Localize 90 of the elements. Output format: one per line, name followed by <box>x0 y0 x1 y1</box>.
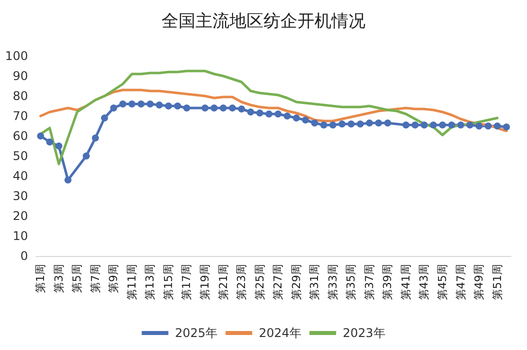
point <box>476 122 483 130</box>
y-tick-label: 60 <box>12 129 28 143</box>
point <box>494 122 501 130</box>
y-tick-label: 80 <box>12 89 28 103</box>
point <box>320 122 328 128</box>
point <box>274 110 282 118</box>
point <box>55 142 62 150</box>
point <box>128 100 136 108</box>
point <box>164 102 172 110</box>
y-tick-label: 0 <box>20 249 28 263</box>
x-tick-label: 第49周 <box>472 264 486 300</box>
y-tick-label: 50 <box>12 149 28 163</box>
point <box>356 120 364 128</box>
y-tick-label: 100 <box>5 49 28 63</box>
x-tick-label: 第15周 <box>162 264 175 300</box>
point <box>138 100 145 108</box>
point <box>119 100 126 108</box>
point <box>183 104 190 112</box>
point <box>265 110 272 118</box>
x-tick-label: 第25周 <box>253 264 266 300</box>
point <box>46 138 54 146</box>
point <box>82 152 90 160</box>
legend-label: 2023年 <box>342 326 386 340</box>
x-tick-label: 第29周 <box>290 264 303 300</box>
x-tick-label: 第47周 <box>454 264 468 300</box>
point <box>64 176 72 184</box>
x-tick-label: 第9周 <box>107 264 120 293</box>
x-tick-label: 第33周 <box>326 264 340 300</box>
point <box>37 132 44 140</box>
point <box>457 122 464 128</box>
point <box>484 122 492 130</box>
y-tick-label: 90 <box>12 69 28 83</box>
x-tick-label: 第39周 <box>381 264 394 300</box>
x-tick-label: 第5周 <box>70 264 84 293</box>
x-tick-label: 第27周 <box>272 264 285 300</box>
point <box>302 116 309 124</box>
point <box>238 106 246 112</box>
x-tick-label: 第7周 <box>88 264 102 293</box>
point <box>366 120 373 126</box>
x-tick-label: 第17周 <box>180 264 194 300</box>
point <box>284 112 291 120</box>
point <box>210 104 218 112</box>
x-tick-label: 第21周 <box>216 264 230 300</box>
point <box>430 122 437 128</box>
point <box>156 102 163 108</box>
point <box>502 124 510 130</box>
x-tick-label: 第43周 <box>418 264 431 300</box>
point <box>329 122 336 128</box>
point <box>202 104 208 112</box>
x-tick-label: 第51周 <box>490 264 504 300</box>
point <box>146 100 154 108</box>
x-tick-label: 第1周 <box>34 264 48 293</box>
chart-title: 全国主流地区纺企开机情况 <box>162 12 366 32</box>
y-tick-label: 20 <box>12 209 28 223</box>
y-tick-label: 70 <box>12 109 28 123</box>
x-tick-label: 第31周 <box>308 264 322 300</box>
x-tick-label: 第23周 <box>235 264 248 300</box>
point <box>348 120 355 128</box>
x-tick-label: 第11周 <box>125 264 138 300</box>
point <box>384 120 392 126</box>
point <box>92 134 99 142</box>
x-tick-label: 第37周 <box>362 264 376 300</box>
legend-label: 2025年 <box>175 326 218 340</box>
point <box>256 110 264 116</box>
point <box>174 102 182 110</box>
point <box>101 114 108 122</box>
point <box>338 120 346 128</box>
x-tick-label: 第3周 <box>52 264 66 293</box>
point <box>375 120 382 126</box>
legend-label: 2024年 <box>258 326 302 340</box>
point <box>466 122 474 128</box>
point <box>292 114 300 122</box>
point <box>448 122 456 128</box>
point <box>402 122 410 128</box>
x-tick-label: 第45周 <box>436 264 449 300</box>
y-tick-label: 10 <box>12 229 28 243</box>
x-tick-label: 第13周 <box>144 264 157 300</box>
point <box>228 104 236 112</box>
point <box>412 122 419 128</box>
point <box>439 122 446 128</box>
x-tick-label: 第19周 <box>198 264 212 300</box>
x-tick-label: 第35周 <box>344 264 358 300</box>
point <box>220 104 227 112</box>
x-tick-label: 第41周 <box>399 264 412 300</box>
point <box>247 108 254 116</box>
point <box>110 104 118 112</box>
y-tick-label: 30 <box>12 189 28 203</box>
y-tick-label: 40 <box>12 169 28 183</box>
point <box>311 120 318 126</box>
point <box>420 122 428 128</box>
